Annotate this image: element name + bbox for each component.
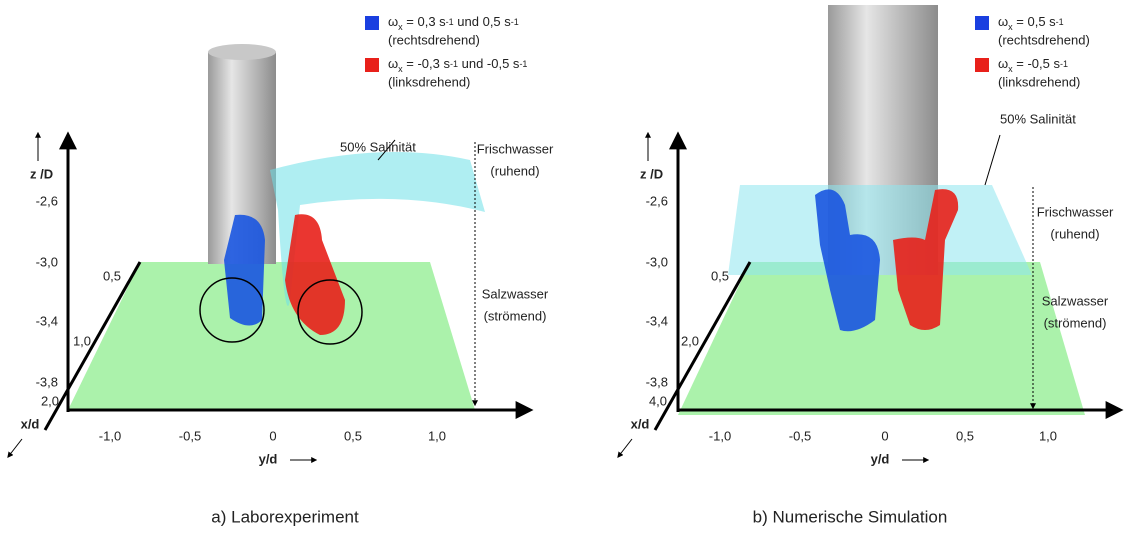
legend-text-part: -1: [450, 59, 458, 69]
legend-text-part: = -0,3 s: [403, 56, 451, 71]
y-tick-label: -1,0: [709, 428, 731, 443]
vortex-red: [893, 189, 959, 330]
layer-label: Frischwasser: [477, 141, 554, 156]
legend-text-part: = 0,5 s: [1013, 14, 1056, 29]
legend-text-part: und 0,5 s: [454, 14, 512, 29]
z-tick-label: -3,8: [36, 374, 58, 389]
salinity-surface: [728, 185, 1032, 275]
y-tick-label: -0,5: [789, 428, 811, 443]
panel-caption: b) Numerische Simulation: [753, 507, 948, 526]
plane: [678, 262, 1085, 415]
z-tick-label: -2,6: [646, 193, 668, 208]
rotation-circle: [199, 277, 265, 343]
plane: [68, 262, 475, 410]
layer-label: (ruhend): [490, 163, 539, 178]
legend-text-part: -1: [519, 59, 527, 69]
axis-label-arrow: [617, 438, 633, 458]
vortex-red: [285, 214, 345, 335]
x-axis: [43, 261, 142, 431]
legend-text-part: -1: [1056, 17, 1064, 27]
z-tick-label: -3,4: [36, 313, 58, 328]
layer-label: (strömend): [1044, 315, 1107, 330]
x-axis-label: x/d: [21, 416, 40, 431]
legend-text-part: x: [1008, 22, 1013, 32]
x-axis: [653, 261, 752, 431]
cylinder-top: [208, 44, 276, 60]
legend-text-part: ω: [388, 56, 398, 71]
panel-b-shapes: [653, 5, 1124, 431]
legend-text-part: ω: [388, 14, 398, 29]
x-tick-label: 0,5: [711, 268, 729, 283]
legend-note: (linksdrehend): [998, 74, 1080, 89]
salinity-surface: [270, 152, 485, 306]
leader-line: [984, 134, 1001, 186]
y-tick-label: -1,0: [99, 428, 121, 443]
legend-label: ωx = -0,5 s-1: [998, 56, 1068, 74]
y-tick-label: 0: [269, 428, 276, 443]
layer-label: (strömend): [484, 308, 547, 323]
legend-swatch: [975, 16, 989, 30]
legend-text-part: x: [398, 64, 403, 74]
vortex-blue: [224, 214, 265, 326]
legend-text-part: x: [1008, 64, 1013, 74]
z-tick-label: -3,8: [646, 374, 668, 389]
z-tick-label: -3,0: [646, 254, 668, 269]
legend-text-part: -1: [1060, 59, 1068, 69]
y-tick-label: -0,5: [179, 428, 201, 443]
legend-text-part: -1: [446, 17, 454, 27]
legend-swatch: [975, 58, 989, 72]
x-axis-label: x/d: [631, 416, 650, 431]
vortex-blue: [815, 189, 880, 332]
y-tick-label: 0,5: [344, 428, 362, 443]
legend-label: ωx = -0,3 s-1 und -0,5 s-1: [388, 56, 527, 74]
legend-label: ωx = 0,5 s-1: [998, 14, 1064, 32]
panel-caption: a) Laborexperiment: [211, 507, 359, 526]
legend-text-part: und -0,5 s: [458, 56, 520, 71]
legend-note: (rechtsdrehend): [388, 32, 480, 47]
legend-text-part: x: [398, 22, 403, 32]
legend-text-part: = -0,5 s: [1013, 56, 1061, 71]
layer-label: Salzwasser: [482, 286, 549, 301]
legend-swatch: [365, 58, 379, 72]
legend-note: (linksdrehend): [388, 74, 470, 89]
legend-note: (rechtsdrehend): [998, 32, 1090, 47]
x-tick-label: 0,5: [103, 268, 121, 283]
rotation-circle: [297, 279, 363, 345]
legend-text-part: ω: [998, 14, 1008, 29]
layer-label: Salzwasser: [1042, 293, 1109, 308]
legend-text-part: ω: [998, 56, 1008, 71]
y-tick-label: 1,0: [428, 428, 446, 443]
panel-a-shapes: [43, 16, 534, 431]
x-tick-label: 2,0: [41, 393, 59, 408]
y-tick-label: 1,0: [1039, 428, 1057, 443]
leader-line: [377, 139, 396, 161]
salinity-label: 50% Salinität: [340, 139, 416, 154]
legend-text-part: -1: [511, 17, 519, 27]
z-tick-label: -3,4: [646, 313, 668, 328]
legend-swatch: [365, 16, 379, 30]
y-tick-label: 0: [881, 428, 888, 443]
z-tick-label: -2,6: [36, 193, 58, 208]
x-tick-label: 2,0: [681, 333, 699, 348]
z-axis-label: z /D: [30, 166, 53, 181]
z-tick-label: -3,0: [36, 254, 58, 269]
legend-label: ωx = 0,3 s-1 und 0,5 s-1: [388, 14, 519, 32]
axis-label-arrow: [7, 438, 23, 458]
z-axis-label: z /D: [640, 166, 663, 181]
y-axis-label: y/d: [871, 451, 890, 466]
y-tick-label: 0,5: [956, 428, 974, 443]
x-tick-label: 4,0: [649, 393, 667, 408]
salinity-label: 50% Salinität: [1000, 111, 1076, 126]
x-tick-label: 1,0: [73, 333, 91, 348]
layer-label: Frischwasser: [1037, 204, 1114, 219]
y-axis-label: y/d: [259, 451, 278, 466]
legend-text-part: = 0,3 s: [403, 14, 446, 29]
layer-label: (ruhend): [1050, 226, 1099, 241]
